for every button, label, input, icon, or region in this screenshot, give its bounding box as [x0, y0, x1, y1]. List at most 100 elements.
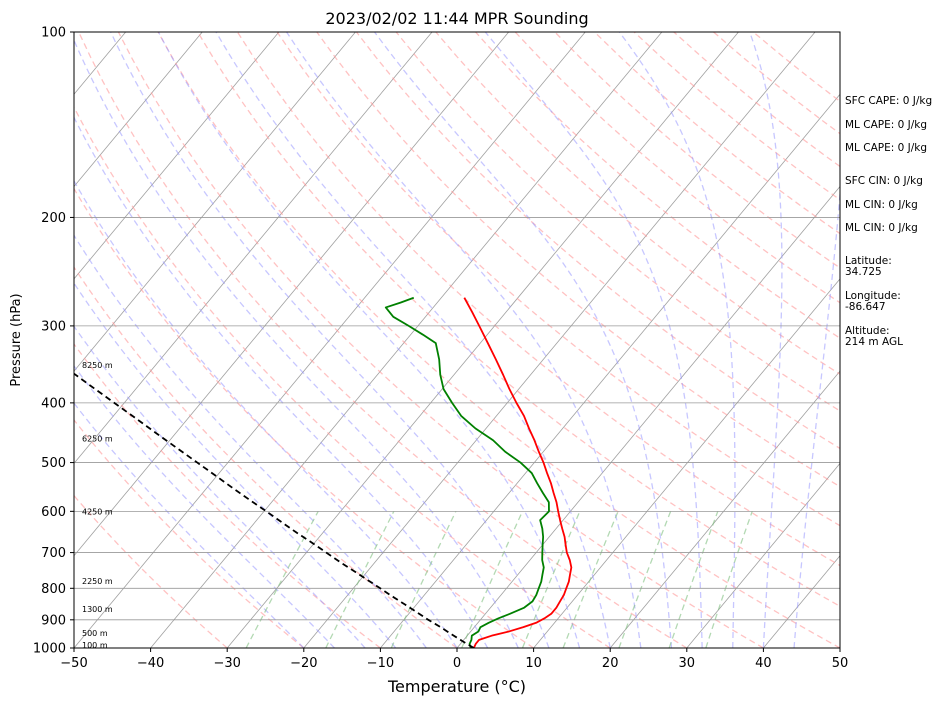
altitude-label: 6250 m: [82, 435, 113, 444]
mixing-ratio-line: [245, 511, 319, 648]
dry-adiabat-line: [74, 105, 611, 648]
dry-adiabat-line: [197, 32, 840, 608]
dry-adiabat-line: [276, 32, 840, 527]
isotherm-line: [226, 32, 739, 648]
moist-adiabat-line: [618, 32, 736, 648]
x-axis-label: Temperature (°C): [387, 677, 526, 696]
moist-adiabat-line: [74, 234, 427, 648]
dry-adiabat-line: [74, 494, 228, 648]
sounding-stats: SFC CAPE: 0 J/kg ML CAPE: 0 J/kg ML CAPE: …: [845, 95, 932, 348]
isotherm-line: [533, 278, 840, 648]
sounding-stat-line: 34.725: [845, 266, 882, 278]
dry-adiabat-line: [74, 187, 534, 648]
dry-adiabat-line: [395, 32, 840, 412]
x-tick-label: 50: [832, 656, 849, 671]
sounding-stat-line: SFC CAPE: 0 J/kg: [845, 95, 932, 107]
sounding-stat-line: Altitude:: [845, 325, 890, 337]
chart-title: 2023/02/02 11:44 MPR Sounding: [325, 9, 588, 28]
moist-adiabat-line: [793, 186, 840, 648]
dry-adiabat-line: [236, 32, 840, 567]
dry-adiabat-line: [435, 32, 840, 376]
x-tick-label: −10: [367, 656, 394, 671]
mixing-ratio-line: [390, 511, 457, 648]
altitude-label: 2250 m: [82, 577, 113, 586]
isotherm-line: [74, 32, 280, 280]
isotherm-line: [74, 32, 203, 188]
y-axis: 1000 900 800 700 600 500 400 300 200 100: [33, 26, 74, 657]
altitude-labels: 100 m 500 m 1300 m 2250 m 4250 m 6250 m 8250 m: [82, 361, 113, 650]
moist-adiabat-line: [74, 116, 489, 648]
isotherm-line: [74, 32, 356, 372]
x-tick-label: −20: [290, 656, 317, 671]
series-layer: [74, 296, 573, 648]
isotherm-line: [380, 93, 840, 648]
x-tick-label: −50: [60, 656, 87, 671]
isotherm-line: [303, 32, 816, 648]
y-tick-label: 400: [41, 396, 66, 411]
moist-adiabat-line: [74, 179, 458, 648]
dry-adiabat-line: [78, 32, 688, 648]
altitude-label: 1300 m: [82, 605, 113, 614]
moist-adiabat-line: [484, 32, 703, 648]
isotherm-line: [609, 370, 840, 648]
dry-adiabat-line: [475, 32, 840, 339]
y-tick-label: 600: [41, 505, 66, 520]
x-tick-label: 20: [602, 656, 619, 671]
sounding-stat-line: -86.647: [845, 301, 886, 313]
y-tick-label: 500: [41, 456, 66, 471]
dry-adiabat-line: [355, 32, 840, 450]
y-tick-label: 200: [41, 211, 66, 226]
altitude-label: 8250 m: [82, 361, 113, 370]
moist-adiabat-line: [157, 32, 581, 648]
dry-adiabat-line: [74, 343, 381, 648]
moist-adiabat-line: [74, 38, 519, 648]
altitude-label: 100 m: [82, 641, 108, 650]
parcel-profile-line: [74, 372, 475, 648]
sounding-stat-line: ML CAPE: 0 J/kg: [845, 142, 927, 154]
mixing-ratio-line: [618, 511, 672, 648]
dry-adiabat-line: [157, 32, 840, 648]
isotherm-line: [74, 32, 586, 648]
moist-adiabat-line: [74, 282, 397, 648]
dry-adiabat-line: [74, 418, 305, 648]
moist-adiabat-line: [373, 32, 673, 648]
x-tick-label: −40: [137, 656, 164, 671]
y-tick-label: 100: [41, 26, 66, 41]
mixing-ratio-line: [562, 511, 619, 648]
sounding-stat-line: ML CAPE: 0 J/kg: [845, 119, 927, 131]
y-tick-label: 700: [41, 546, 66, 561]
moist-adiabat-line: [74, 402, 305, 648]
sounding-stat-line: Latitude:: [845, 255, 892, 267]
isotherm-line: [150, 32, 663, 648]
x-tick-label: 0: [453, 656, 461, 671]
x-tick-label: 10: [525, 656, 542, 671]
y-axis-label: Pressure (hPa): [9, 293, 24, 386]
altitude-label: 4250 m: [82, 507, 113, 516]
mixing-ratio-line: [325, 511, 395, 648]
dry-adiabat-line: [74, 266, 458, 648]
sounding-stat-line: ML CIN: 0 J/kg: [845, 199, 918, 211]
temperature-profile-line: [463, 297, 573, 648]
moist-adiabat-line: [74, 325, 366, 648]
moist-adiabat-line: [74, 364, 335, 648]
sounding-stat-line: Longitude:: [845, 290, 901, 302]
mixing-ratio-line: [668, 511, 719, 648]
x-tick-label: −30: [213, 656, 240, 671]
moist-adiabat-line: [215, 32, 611, 648]
y-tick-label: 1000: [33, 642, 66, 657]
isotherm-line: [74, 32, 509, 557]
sounding-stat-line: 214 m AGL: [845, 336, 903, 348]
altitude-label: 500 m: [82, 629, 108, 638]
y-tick-label: 900: [41, 613, 66, 628]
sounding-stat-line: SFC CIN: 0 J/kg: [845, 175, 923, 187]
dewpoint-profile-line: [384, 296, 550, 648]
moist-adiabat-line: [110, 32, 550, 648]
moist-adiabat-line: [749, 32, 783, 648]
x-axis: −50 −40 −30 −20 −10 0 10 20 30 40 50: [60, 648, 848, 671]
x-tick-label: 40: [755, 656, 772, 671]
y-tick-label: 300: [41, 319, 66, 334]
isotherm-line: [74, 32, 433, 465]
x-tick-label: 30: [679, 656, 696, 671]
background-lines: [74, 32, 840, 648]
